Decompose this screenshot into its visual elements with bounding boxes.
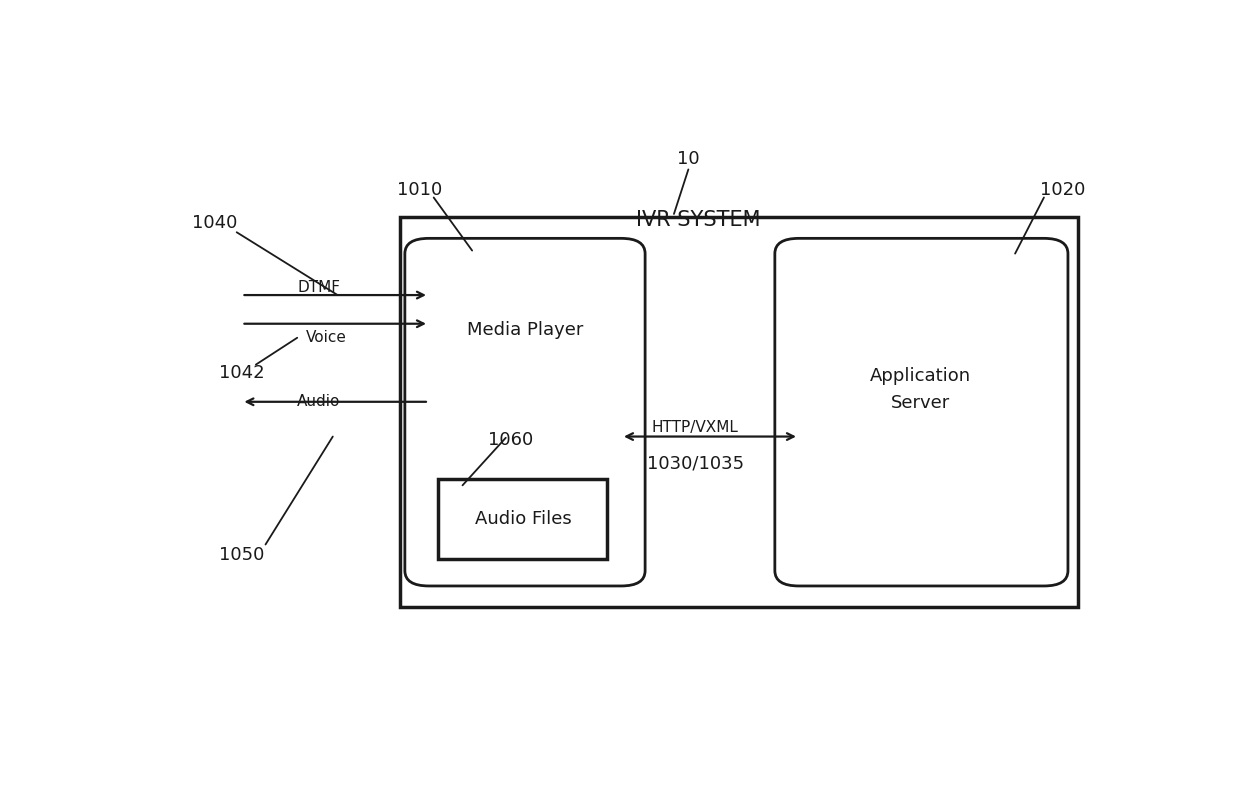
Text: Voice: Voice (306, 330, 347, 345)
Text: 1060: 1060 (489, 431, 533, 448)
Text: 1030/1035: 1030/1035 (646, 455, 744, 473)
Text: 1042: 1042 (218, 364, 264, 382)
Text: 1010: 1010 (397, 181, 441, 199)
Text: 10: 10 (677, 150, 699, 168)
Text: HTTP/VXML: HTTP/VXML (652, 420, 739, 435)
Text: Server: Server (892, 394, 951, 412)
Text: Audio: Audio (298, 394, 341, 409)
Text: DTMF: DTMF (298, 280, 340, 295)
Text: Media Player: Media Player (466, 321, 583, 339)
Text: 1040: 1040 (192, 214, 237, 232)
Text: 1020: 1020 (1040, 181, 1086, 199)
FancyBboxPatch shape (775, 238, 1068, 586)
Text: Application: Application (870, 367, 971, 385)
Text: 1050: 1050 (218, 546, 264, 565)
FancyBboxPatch shape (404, 238, 645, 586)
Text: Audio Files: Audio Files (475, 510, 572, 528)
FancyBboxPatch shape (401, 217, 1078, 607)
Text: IVR SYSTEM: IVR SYSTEM (636, 210, 760, 230)
FancyBboxPatch shape (439, 479, 606, 558)
